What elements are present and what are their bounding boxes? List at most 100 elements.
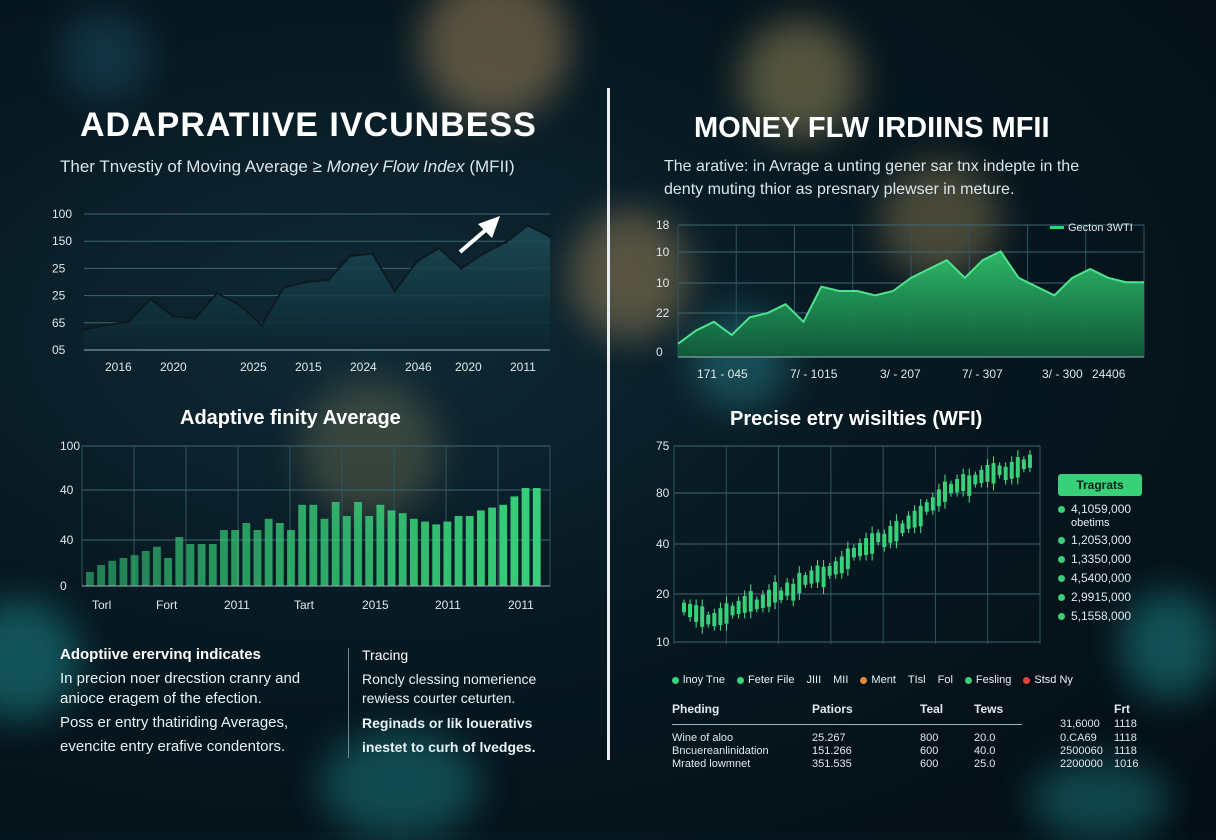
data-point bbox=[415, 260, 419, 264]
candle-body bbox=[724, 603, 729, 624]
y-tick-label: 18 bbox=[656, 218, 670, 232]
table-cell: 20.0 bbox=[974, 732, 996, 744]
legend-item: 4,5400,000 bbox=[1058, 571, 1168, 585]
x-tick-label: 2020 bbox=[455, 360, 482, 374]
bar bbox=[220, 530, 228, 586]
left-subtitle-plain: Ther Tnvestiy of Moving Average bbox=[60, 157, 313, 176]
candle-body bbox=[839, 556, 844, 574]
x-tick-label: 3/ - 300 bbox=[1042, 367, 1083, 381]
y-tick-label: 10 bbox=[656, 245, 670, 259]
bottom-legend-label: Fol bbox=[937, 674, 953, 686]
bottom-legend-item: Ment bbox=[860, 674, 896, 686]
x-tick-label: 2015 bbox=[295, 360, 322, 374]
bar bbox=[130, 555, 139, 586]
candle-body bbox=[845, 548, 850, 569]
bar bbox=[97, 565, 105, 586]
legend-item: 2,9915,000 bbox=[1058, 590, 1168, 604]
candle-body bbox=[991, 463, 996, 484]
y-tick-label: 80 bbox=[656, 486, 670, 500]
legend-item-label: 1,3350,000 bbox=[1071, 552, 1132, 566]
bar bbox=[499, 504, 508, 586]
candle-body bbox=[918, 505, 923, 527]
left-main-title: ADAPRATIIVE IVCUNBESS bbox=[80, 106, 537, 144]
legend-dot-icon bbox=[1058, 506, 1065, 514]
y-tick-label: 20 bbox=[656, 587, 670, 601]
legend-dot-icon bbox=[737, 676, 744, 684]
area-fill bbox=[84, 225, 550, 350]
notes-line: In precion noer drecstion cranry and bbox=[60, 670, 301, 687]
candle-body bbox=[773, 582, 778, 603]
table-cell: 1016 bbox=[1114, 758, 1139, 770]
bar bbox=[421, 521, 429, 586]
candle-body bbox=[1027, 454, 1032, 468]
bar bbox=[186, 544, 195, 586]
candle-body bbox=[821, 566, 826, 588]
bar bbox=[275, 523, 284, 586]
x-tick-label: 3/ - 207 bbox=[880, 367, 921, 381]
bar bbox=[320, 518, 329, 586]
notes-line: evencite entry erafive condentors. bbox=[60, 738, 286, 755]
legend-dot-icon bbox=[1058, 575, 1065, 583]
notes-separator bbox=[348, 648, 349, 758]
bottom-legend-label: MII bbox=[833, 674, 849, 686]
bokeh-light bbox=[60, 10, 150, 100]
left-line-chart: 100 150 25 25 65 05 2016 2020 2025 2015 2024 2046 20… bbox=[52, 207, 552, 374]
bar bbox=[264, 518, 273, 586]
bar bbox=[476, 510, 485, 586]
bottom-legend-item: JIII bbox=[806, 674, 821, 686]
bar bbox=[354, 502, 362, 586]
x-tick-label: 24406 bbox=[1092, 367, 1126, 381]
y-tick-label: 05 bbox=[52, 343, 66, 357]
candle-body bbox=[827, 566, 832, 576]
candle-body bbox=[682, 602, 686, 613]
bar bbox=[86, 572, 94, 586]
bar bbox=[175, 537, 184, 586]
table-cell: 0.CA69 bbox=[1060, 732, 1097, 744]
candle-body bbox=[833, 561, 838, 575]
data-point bbox=[82, 328, 86, 332]
candle-body bbox=[864, 538, 869, 555]
area-fill bbox=[678, 251, 1144, 357]
bar bbox=[331, 502, 340, 586]
legend-item: 1,2053,000 bbox=[1058, 533, 1168, 547]
bar bbox=[253, 530, 262, 586]
y-tick-label: 40 bbox=[60, 533, 74, 547]
table-cell: Wine of aloo bbox=[672, 732, 734, 744]
data-point bbox=[104, 323, 108, 327]
right-candlestick-chart: 75 80 40 20 10 bbox=[656, 439, 1041, 649]
y-tick-label: 10 bbox=[656, 635, 670, 649]
table-cell: 151.266 bbox=[812, 745, 852, 757]
notes-line: Poss er entry thatiriding Averages, bbox=[60, 714, 289, 731]
candle-body bbox=[858, 542, 862, 557]
legend-item-label: 5,1558,000 bbox=[1071, 609, 1132, 623]
candle-body bbox=[876, 532, 881, 543]
bar bbox=[197, 544, 206, 586]
legend-item-label: 4,1059,000 bbox=[1071, 502, 1132, 516]
table-header-cell: Pheding bbox=[672, 702, 720, 716]
candle-body bbox=[748, 591, 753, 612]
data-point bbox=[348, 254, 352, 258]
candle-body bbox=[1009, 461, 1014, 479]
table-cell: 2200000 bbox=[1060, 758, 1103, 770]
y-tick-label: 25 bbox=[52, 261, 66, 275]
notes-line: Reginads or lik louerativs bbox=[362, 715, 533, 731]
candle-body bbox=[912, 510, 917, 528]
data-point bbox=[326, 278, 330, 282]
x-tick-label: 7/ - 1015 bbox=[790, 367, 838, 381]
data-point bbox=[260, 323, 264, 327]
bar bbox=[398, 513, 407, 586]
candle-body bbox=[700, 606, 705, 627]
y-tick-label: 75 bbox=[656, 439, 670, 453]
table-cell: 351.535 bbox=[812, 758, 852, 770]
table-cell: 800 bbox=[920, 732, 939, 744]
legend-dot-icon bbox=[1058, 537, 1065, 545]
data-point bbox=[149, 297, 153, 301]
bottom-legend-label: Fesling bbox=[975, 674, 1012, 686]
legend-swatch bbox=[1050, 226, 1064, 229]
bar bbox=[532, 488, 541, 586]
y-tick-label: 100 bbox=[52, 207, 72, 221]
table-rule bbox=[672, 724, 1022, 725]
y-tick-label: 0 bbox=[656, 345, 663, 359]
candle-body bbox=[985, 465, 990, 482]
data-point bbox=[393, 289, 397, 293]
